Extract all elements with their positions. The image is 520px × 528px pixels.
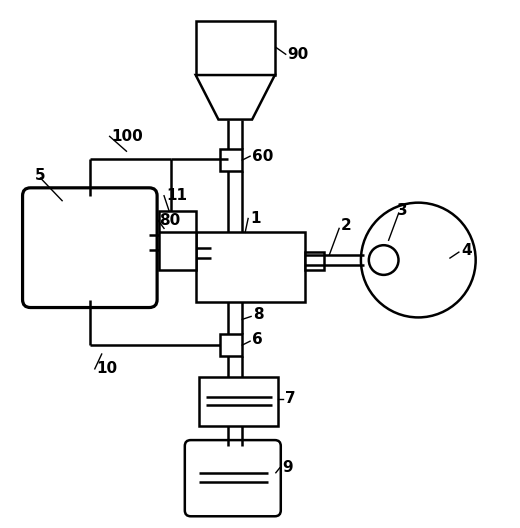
Text: 80: 80 [159,213,180,228]
FancyBboxPatch shape [22,188,157,307]
Bar [305,252,324,270]
Text: 7: 7 [285,391,295,406]
Text: 5: 5 [34,168,45,183]
Text: 6: 6 [252,332,263,347]
Text: 3: 3 [397,203,407,218]
Text: 1: 1 [250,211,261,226]
Bar [196,232,305,301]
Polygon shape [364,240,379,280]
Bar [159,211,196,270]
Bar [199,377,278,426]
Text: 9: 9 [282,460,292,475]
Text: 60: 60 [252,149,274,164]
Text: 90: 90 [288,47,309,62]
Text: 10: 10 [97,361,118,376]
Polygon shape [196,75,275,119]
Text: 11: 11 [166,188,187,203]
Bar [196,21,275,75]
Text: 8: 8 [253,307,264,322]
Circle shape [361,203,476,317]
Text: 100: 100 [112,129,144,144]
Bar [220,334,242,356]
FancyBboxPatch shape [185,440,281,516]
Circle shape [369,245,398,275]
Bar [220,149,242,171]
Text: 2: 2 [341,218,352,233]
Text: 4: 4 [461,243,472,258]
